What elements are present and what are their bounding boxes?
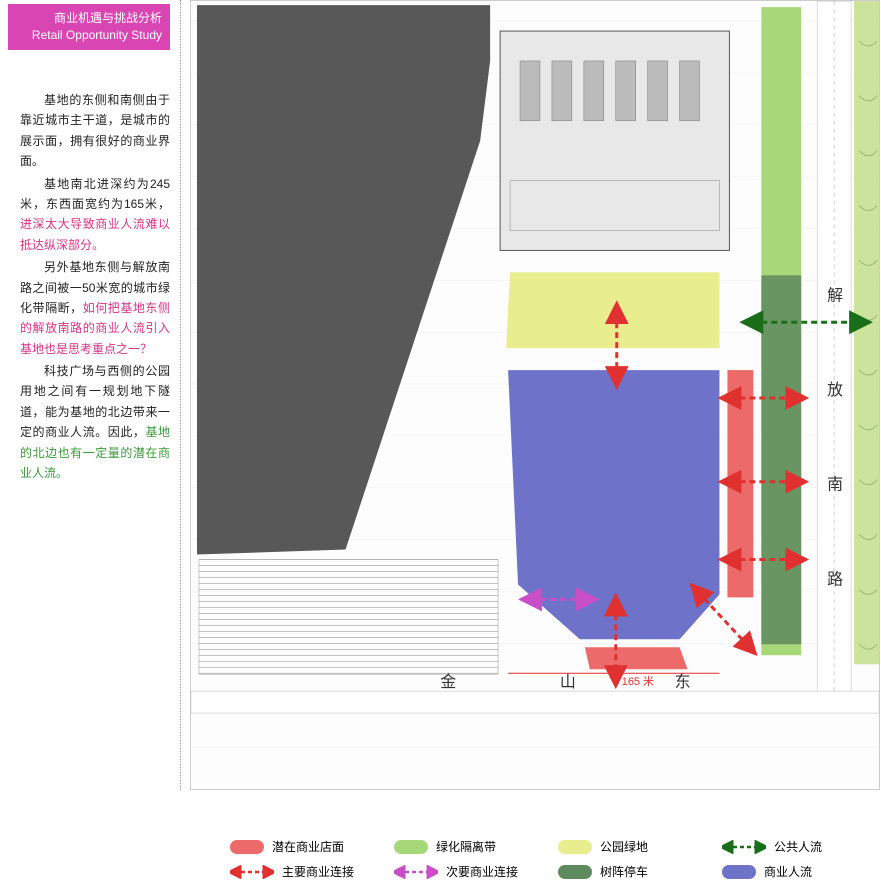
- vertical-divider: [180, 0, 181, 790]
- legend-label: 潜在商业店面: [272, 838, 344, 855]
- legend-arrow: [722, 840, 766, 854]
- header-title-en: Retail Opportunity Study: [16, 27, 162, 44]
- para-3: 另外基地东侧与解放南路之间被一50米宽的城市绿化带隔断，如何把基地东侧的解放南路…: [20, 257, 170, 359]
- legend-item: 树阵停车: [558, 863, 698, 880]
- legend-label: 树阵停车: [600, 863, 648, 880]
- legend-item: 主要商业连接: [230, 863, 370, 880]
- legend-label: 主要商业连接: [282, 863, 354, 880]
- legend-arrow: [230, 865, 274, 879]
- svg-text:南: 南: [827, 476, 843, 494]
- legend-label: 公共人流: [774, 838, 822, 855]
- legend-item: 公园绿地: [558, 838, 698, 855]
- site-plan-diagram: 解放南路金山东路165 米: [190, 0, 880, 790]
- legend-label: 绿化隔离带: [436, 838, 496, 855]
- legend-item: 公共人流: [722, 838, 862, 855]
- svg-text:165 米: 165 米: [622, 675, 654, 688]
- sidebar-text: 基地的东侧和南侧由于靠近城市主干道，是城市的展示面，拥有很好的商业界面。 基地南…: [20, 90, 170, 485]
- legend-item: 绿化隔离带: [394, 838, 534, 855]
- legend-swatch: [558, 865, 592, 879]
- legend-item: 次要商业连接: [394, 863, 534, 880]
- svg-text:东: 东: [675, 673, 691, 691]
- svg-text:放: 放: [827, 381, 843, 399]
- legend-item: 商业人流: [722, 863, 862, 880]
- header-badge: 商业机遇与挑战分析 Retail Opportunity Study: [8, 4, 170, 50]
- legend-swatch: [394, 840, 428, 854]
- svg-text:路: 路: [827, 570, 843, 588]
- legend-label: 次要商业连接: [446, 863, 518, 880]
- legend-arrow: [394, 865, 438, 879]
- legend-label: 公园绿地: [600, 838, 648, 855]
- legend-item: 潜在商业店面: [230, 838, 370, 855]
- legend-swatch: [558, 840, 592, 854]
- legend: 潜在商业店面 绿化隔离带 公园绿地 公共人流主要商业连接 次要商业连接 树阵停车 商业人流: [190, 838, 880, 880]
- para-2: 基地南北进深约为245米，东西面宽约为165米，进深太大导致商业人流难以抵达纵深…: [20, 174, 170, 256]
- legend-swatch: [230, 840, 264, 854]
- legend-swatch: [722, 865, 756, 879]
- svg-text:金: 金: [440, 673, 456, 691]
- legend-label: 商业人流: [764, 863, 812, 880]
- header-title-cn: 商业机遇与挑战分析: [16, 10, 162, 27]
- para-4: 科技广场与西侧的公园用地之间有一规划地下隧道，能为基地的北边带来一定的商业人流。…: [20, 361, 170, 483]
- highlight-depth: 进深太大导致商业人流难以抵达纵深部分。: [20, 217, 170, 251]
- svg-text:山: 山: [560, 673, 576, 691]
- para-1: 基地的东侧和南侧由于靠近城市主干道，是城市的展示面，拥有很好的商业界面。: [20, 90, 170, 172]
- svg-text:解: 解: [827, 286, 843, 304]
